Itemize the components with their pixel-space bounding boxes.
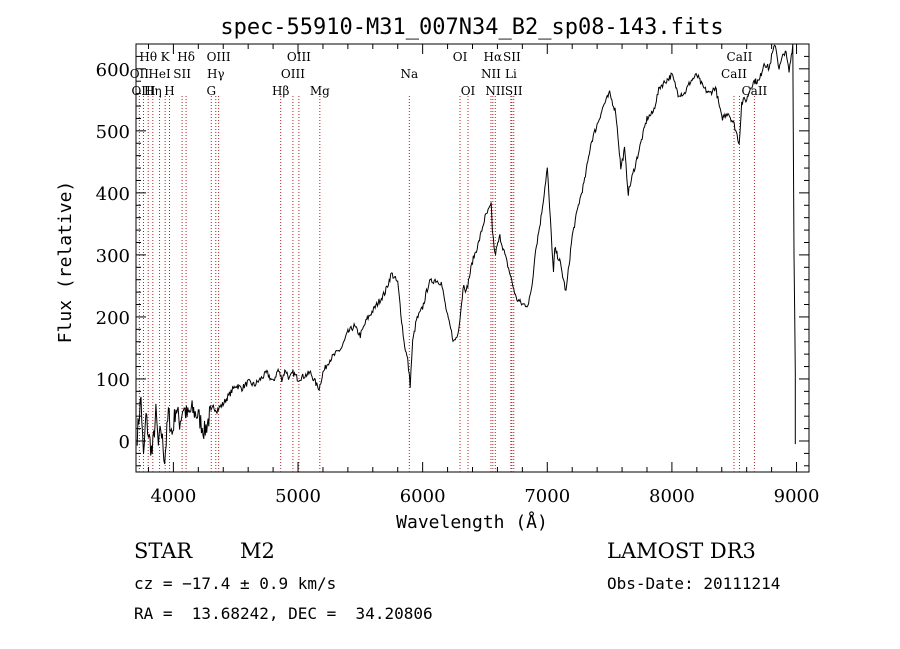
spectral-line-label: CaII	[721, 67, 747, 81]
x-tick-label: 6000	[400, 486, 446, 507]
spectral-line-label: Na	[400, 67, 418, 81]
object-class: STAR	[134, 539, 193, 563]
spectral-line-label: CaII	[741, 84, 767, 98]
flux-series-line	[136, 43, 796, 465]
x-tick-label: 7000	[524, 486, 570, 507]
y-axis-ticks	[136, 43, 809, 467]
x-tick-label: 4000	[150, 486, 196, 507]
spectral-line-label: SII	[505, 84, 523, 98]
spectral-line-label: OI	[453, 50, 468, 64]
plot-frame	[135, 43, 810, 473]
spectral-line-label: H	[164, 84, 174, 98]
observation-date: Obs-Date: 20111214	[607, 574, 781, 593]
y-tick-label: 0	[119, 432, 130, 453]
spectral-line-label: G	[206, 84, 216, 98]
spectral-line-label: OIII	[131, 84, 155, 98]
object-subclass: M2	[240, 539, 275, 563]
spectral-line-label: OIII	[207, 50, 231, 64]
spectral-line-label: Hα	[484, 50, 503, 64]
y-tick-label: 400	[96, 184, 130, 205]
spectral-line-label: Hγ	[207, 67, 225, 81]
spectral-line-label: OIII	[281, 67, 305, 81]
y-tick-label: 200	[96, 308, 130, 329]
spectral-line-label: Hη	[144, 84, 162, 98]
spectral-line-label: NII	[485, 84, 505, 98]
spectral-line-label: Li	[505, 67, 517, 81]
survey-name: LAMOST DR3	[607, 539, 756, 563]
y-tick-label: 500	[96, 122, 130, 143]
x-axis-label: Wavelength (Å)	[396, 511, 548, 533]
spectral-line-label: CaII	[727, 50, 753, 64]
spectral-line-label: K	[161, 50, 171, 64]
x-tick-labels: 4000 5000 6000 7000 8000 9000	[150, 486, 819, 507]
y-tick-label: 600	[96, 60, 130, 81]
x-tick-label: 5000	[275, 486, 321, 507]
spectral-line-label: Hδ	[177, 50, 195, 64]
spectral-line-label: Hβ	[272, 84, 289, 98]
spectral-line-markers	[138, 96, 755, 472]
x-tick-label: 9000	[774, 486, 820, 507]
spectral-line-label: Hθ	[139, 50, 157, 64]
spectral-line-label: HeI	[148, 67, 171, 81]
y-axis-label: Flux (relative)	[55, 181, 76, 344]
x-axis-ticks	[147, 44, 798, 472]
spectral-line-label: SII	[173, 67, 191, 81]
y-tick-labels: 0 100 200 300 400 500 600	[96, 60, 130, 453]
coordinates: RA = 13.68242, DEC = 34.20806	[134, 604, 433, 623]
spectral-line-label: OII	[130, 67, 150, 81]
spectral-line-label: SII	[503, 50, 521, 64]
spectral-line-label: OIII	[287, 50, 311, 64]
spectral-line-label: Mg	[310, 84, 330, 98]
y-tick-label: 300	[96, 246, 130, 267]
chart-title: spec-55910-M31_007N34_B2_sp08-143.fits	[220, 15, 723, 40]
spectral-line-label: OI	[461, 84, 476, 98]
x-tick-label: 8000	[649, 486, 695, 507]
spectral-line-label: NII	[481, 67, 501, 81]
y-tick-label: 100	[96, 370, 130, 391]
redshift-cz: cz = −17.4 ± 0.9 km/s	[134, 574, 337, 593]
